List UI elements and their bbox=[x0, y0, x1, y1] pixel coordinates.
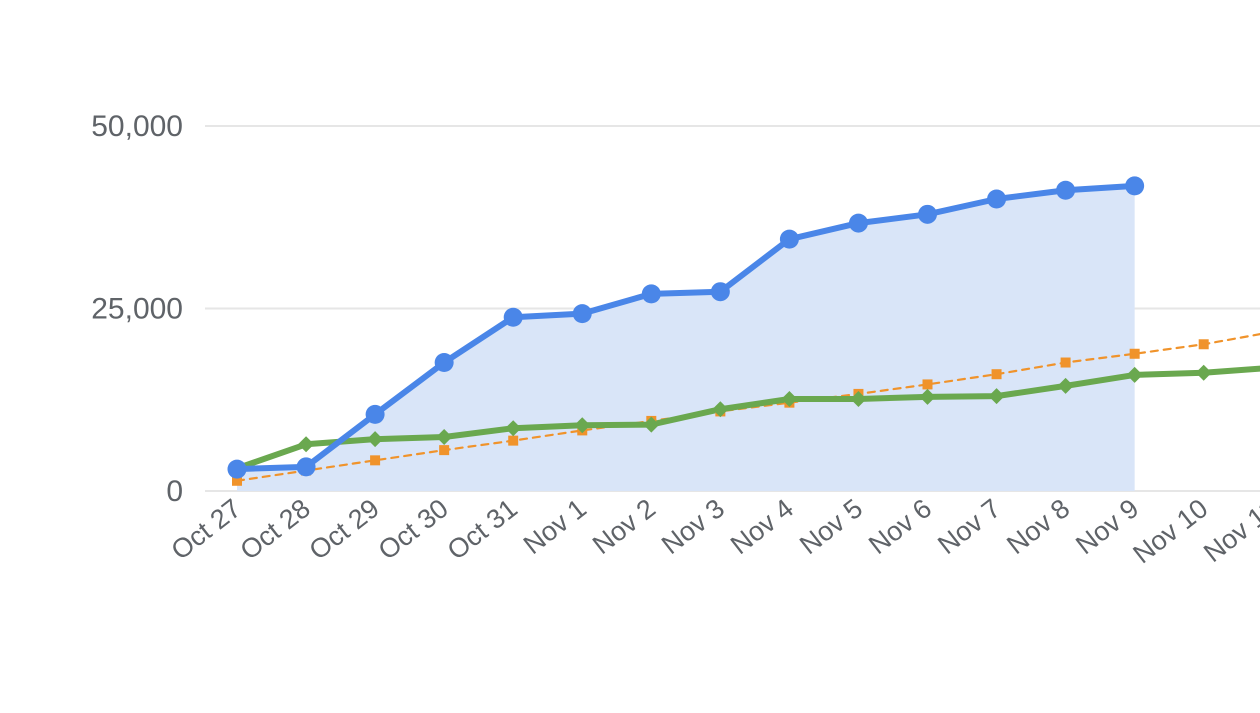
x-tick-label: Nov 4 bbox=[725, 493, 799, 560]
series-2-point bbox=[1061, 358, 1071, 368]
x-tick-label: Nov 5 bbox=[794, 493, 868, 560]
x-tick-label: Nov 8 bbox=[1001, 493, 1075, 560]
x-tick-label: Oct 28 bbox=[235, 493, 316, 566]
x-tick-label: Oct 29 bbox=[304, 493, 385, 566]
x-tick-label: Nov 3 bbox=[656, 493, 730, 560]
x-tick-label: Oct 30 bbox=[373, 493, 454, 566]
y-axis: 0 25,000 50,000 bbox=[91, 110, 183, 508]
y-tick-label: 0 bbox=[166, 475, 183, 508]
y-tick-label: 50,000 bbox=[91, 110, 183, 143]
y-tick-label: 25,000 bbox=[91, 293, 183, 326]
series-0-point bbox=[297, 457, 316, 476]
x-tick-label: Nov 1 bbox=[518, 493, 592, 560]
x-tick-label: Nov 11 bbox=[1198, 493, 1260, 568]
series-0-point bbox=[573, 304, 592, 323]
series-2-point bbox=[923, 379, 933, 389]
series-2-point bbox=[439, 445, 449, 455]
series-0-point bbox=[849, 214, 868, 233]
series-0-point bbox=[366, 405, 385, 424]
series-2-point bbox=[1199, 339, 1209, 349]
series-0-point bbox=[987, 190, 1006, 209]
series-0-area bbox=[237, 186, 1135, 491]
x-tick-label: Nov 2 bbox=[587, 493, 661, 560]
series-0-point bbox=[918, 205, 937, 224]
series-0-point bbox=[780, 230, 799, 249]
x-tick-label: Oct 31 bbox=[442, 493, 523, 566]
series-2-point bbox=[992, 369, 1002, 379]
series-0-point bbox=[642, 284, 661, 303]
series-0-point bbox=[1125, 176, 1144, 195]
x-tick-label: Nov 7 bbox=[932, 493, 1006, 560]
series-2-point bbox=[1130, 349, 1140, 359]
series-1-point bbox=[1196, 365, 1212, 381]
x-tick-label: Nov 10 bbox=[1127, 493, 1213, 569]
series-2-point bbox=[370, 455, 380, 465]
area-layer bbox=[237, 186, 1135, 491]
series-0-point bbox=[435, 353, 454, 372]
series-0-point bbox=[711, 282, 730, 301]
series-2-point bbox=[508, 436, 518, 446]
x-tick-label: Nov 6 bbox=[863, 493, 937, 560]
series-0-point bbox=[504, 308, 523, 327]
series-0-point bbox=[228, 460, 247, 479]
series-0-point bbox=[1056, 181, 1075, 200]
series-1-point bbox=[298, 436, 314, 452]
